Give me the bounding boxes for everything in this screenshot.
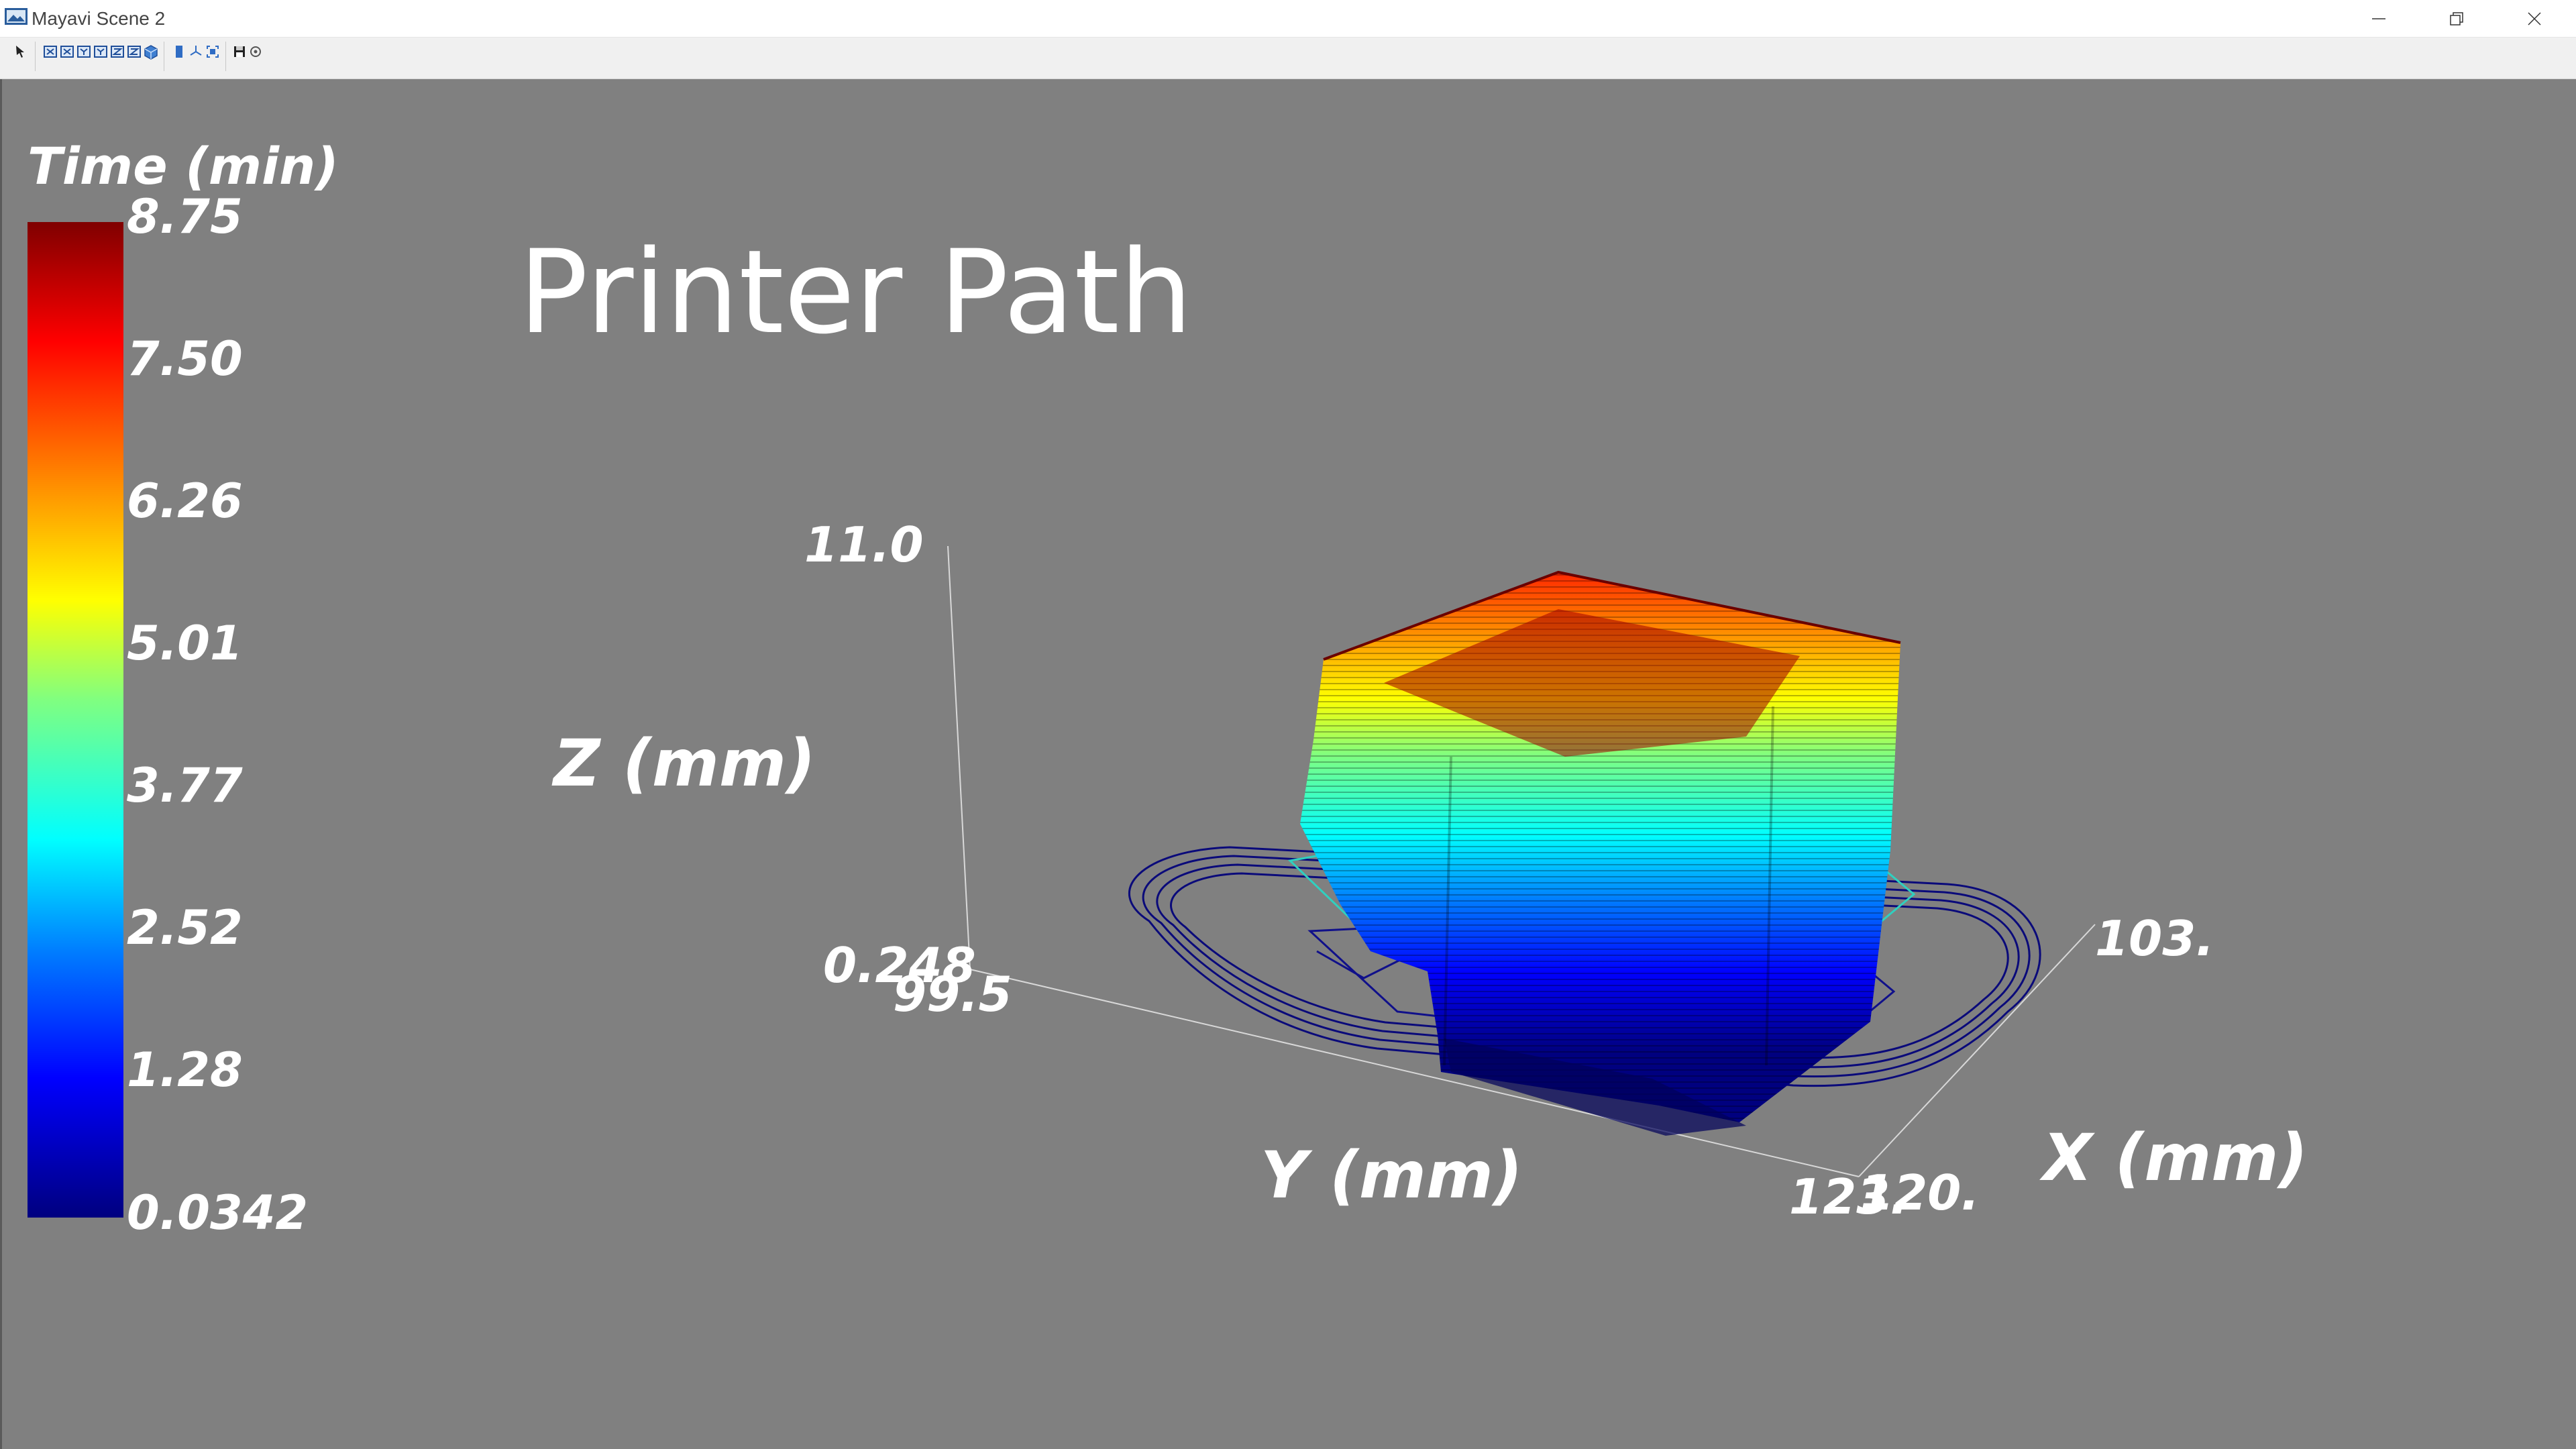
colorbar-title: Time (min) [28, 136, 339, 196]
colorbar-label: 8.75 [127, 189, 243, 244]
full-screen-icon[interactable] [205, 43, 220, 60]
view-x-negative-icon[interactable] [60, 43, 74, 60]
configure-icon[interactable] [248, 43, 263, 60]
view-y-positive-icon[interactable] [76, 43, 91, 60]
mayavi-app-icon[interactable] [4, 7, 30, 27]
colorbar-label: 2.52 [127, 900, 243, 955]
view-x-positive-icon[interactable] [43, 43, 58, 60]
toolbar-separator [35, 42, 36, 71]
title-bar: Mayavi Scene 2 [0, 0, 2576, 38]
view-y-negative-icon[interactable] [93, 43, 108, 60]
z-axis-title: Z (mm) [553, 726, 816, 801]
view-z-negative-icon[interactable] [127, 43, 142, 60]
z-axis-min-label: 0.248 [823, 937, 976, 994]
x-axis-min-label: 120. [1860, 1165, 1980, 1221]
restore-button[interactable] [2418, 0, 2496, 38]
colorbar-label: 1.28 [127, 1042, 243, 1097]
colorbar-label: 6.26 [127, 474, 243, 529]
pointer-icon[interactable] [13, 43, 28, 60]
isometric-view-icon[interactable] [144, 43, 158, 60]
close-icon [2528, 12, 2541, 25]
x-axis-max-label: 103. [2095, 910, 2214, 967]
colorbar-label: 5.01 [127, 616, 243, 671]
skirt-loops [1128, 846, 2041, 1087]
scene-toolbar [0, 38, 2576, 79]
y-axis-title: Y (mm) [1260, 1138, 1523, 1213]
scene-title: Printer Path [519, 225, 1193, 360]
minimize-icon [2372, 18, 2385, 19]
colorbar-label: 3.77 [127, 758, 243, 813]
render-scene[interactable]: Time (min) 8.75 7.50 6.26 5.01 3.77 2.52… [0, 79, 2576, 1449]
close-button[interactable] [2496, 0, 2573, 38]
minimize-button[interactable] [2340, 0, 2418, 38]
z-axis-max-label: 11.0 [804, 517, 924, 573]
save-icon[interactable] [232, 43, 247, 60]
colorbar-label: 0.0342 [127, 1185, 309, 1240]
axes-outline [947, 545, 2096, 1177]
view-z-positive-icon[interactable] [110, 43, 125, 60]
restore-icon [2450, 12, 2463, 25]
colorbar [28, 222, 123, 1218]
scene-graphics [947, 545, 2096, 1177]
colorbar-label: 7.50 [127, 331, 243, 386]
y-axis-min-label: 99.5 [893, 966, 1012, 1022]
toolbar-separator [225, 42, 226, 71]
x-axis-title: X (mm) [2043, 1120, 2308, 1195]
printed-object [1300, 570, 1901, 1136]
parallel-projection-icon[interactable] [172, 43, 186, 60]
axes-indicator-icon[interactable] [189, 43, 203, 60]
y-axis-max-label: 123. [1789, 1169, 1909, 1225]
window-title: Mayavi Scene 2 [32, 8, 166, 29]
